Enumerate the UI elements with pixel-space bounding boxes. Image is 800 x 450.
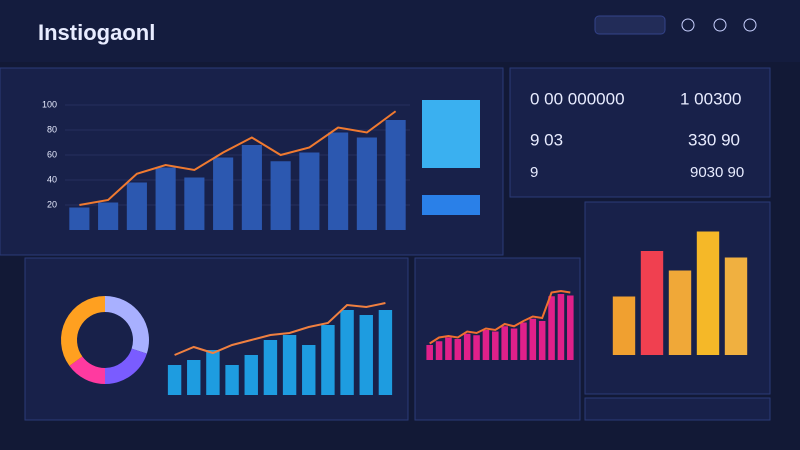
bar [538, 321, 546, 360]
bar [492, 331, 499, 360]
bar [187, 360, 201, 395]
panel [509, 67, 771, 198]
kpi-value: 330 90 [688, 130, 740, 149]
bar [385, 120, 406, 230]
bar [184, 177, 205, 230]
bar [299, 152, 320, 230]
bar [501, 326, 508, 360]
icon-button[interactable] [743, 18, 757, 32]
top-bar [0, 0, 800, 62]
y-tick-label: 80 [47, 124, 57, 134]
bar [356, 137, 377, 230]
donut-segment [69, 356, 106, 384]
bar [155, 167, 176, 230]
donut-segment [104, 348, 147, 384]
bar [426, 345, 433, 360]
line [79, 110, 397, 206]
y-tick-label: 20 [47, 199, 57, 209]
bar [241, 145, 262, 230]
bar [567, 295, 574, 360]
bar [263, 340, 278, 395]
bar [454, 339, 462, 360]
bar [510, 328, 518, 360]
legend-box [422, 100, 480, 168]
bar [359, 315, 373, 395]
bar [328, 132, 349, 230]
bar [696, 231, 720, 355]
app-title: Instiogaonl [38, 20, 155, 45]
bar [557, 294, 565, 360]
bar [724, 257, 748, 355]
donut-segment [61, 296, 106, 366]
bar [98, 202, 119, 230]
bar [520, 322, 527, 360]
kpi-value: 9030 90 [690, 164, 744, 181]
bar [482, 330, 490, 360]
bar [668, 270, 692, 355]
bar [167, 365, 182, 395]
search-box[interactable] [594, 15, 666, 35]
bar [126, 182, 147, 230]
bar [612, 296, 636, 355]
kpi-value: 0 00 000000 [530, 89, 625, 108]
icon-button[interactable] [713, 18, 727, 32]
bar [282, 335, 297, 395]
bar [302, 345, 316, 395]
bar [529, 318, 537, 360]
bar [321, 325, 335, 395]
kpi-value: 9 [530, 164, 538, 181]
bar [640, 251, 664, 355]
bar [548, 296, 555, 360]
bar [69, 207, 90, 230]
icon-button[interactable] [681, 18, 695, 32]
bar [340, 310, 354, 395]
kpi-value: 1 00300 [680, 89, 741, 108]
y-tick-label: 60 [47, 149, 57, 159]
bar [473, 335, 480, 360]
donut-segment [104, 296, 149, 354]
kpi-value: 9 03 [530, 130, 563, 149]
bar [270, 161, 291, 230]
y-tick-label: 40 [47, 174, 57, 184]
bar [435, 341, 443, 360]
button[interactable] [422, 195, 480, 215]
y-tick-label: 100 [42, 99, 57, 109]
bar [463, 333, 471, 360]
bar [225, 365, 239, 395]
line [174, 302, 386, 356]
bar [213, 157, 234, 230]
line [429, 289, 571, 345]
panel [584, 397, 771, 421]
bar [244, 355, 258, 395]
bar [378, 310, 393, 395]
bar [445, 337, 452, 360]
bar [206, 350, 220, 395]
